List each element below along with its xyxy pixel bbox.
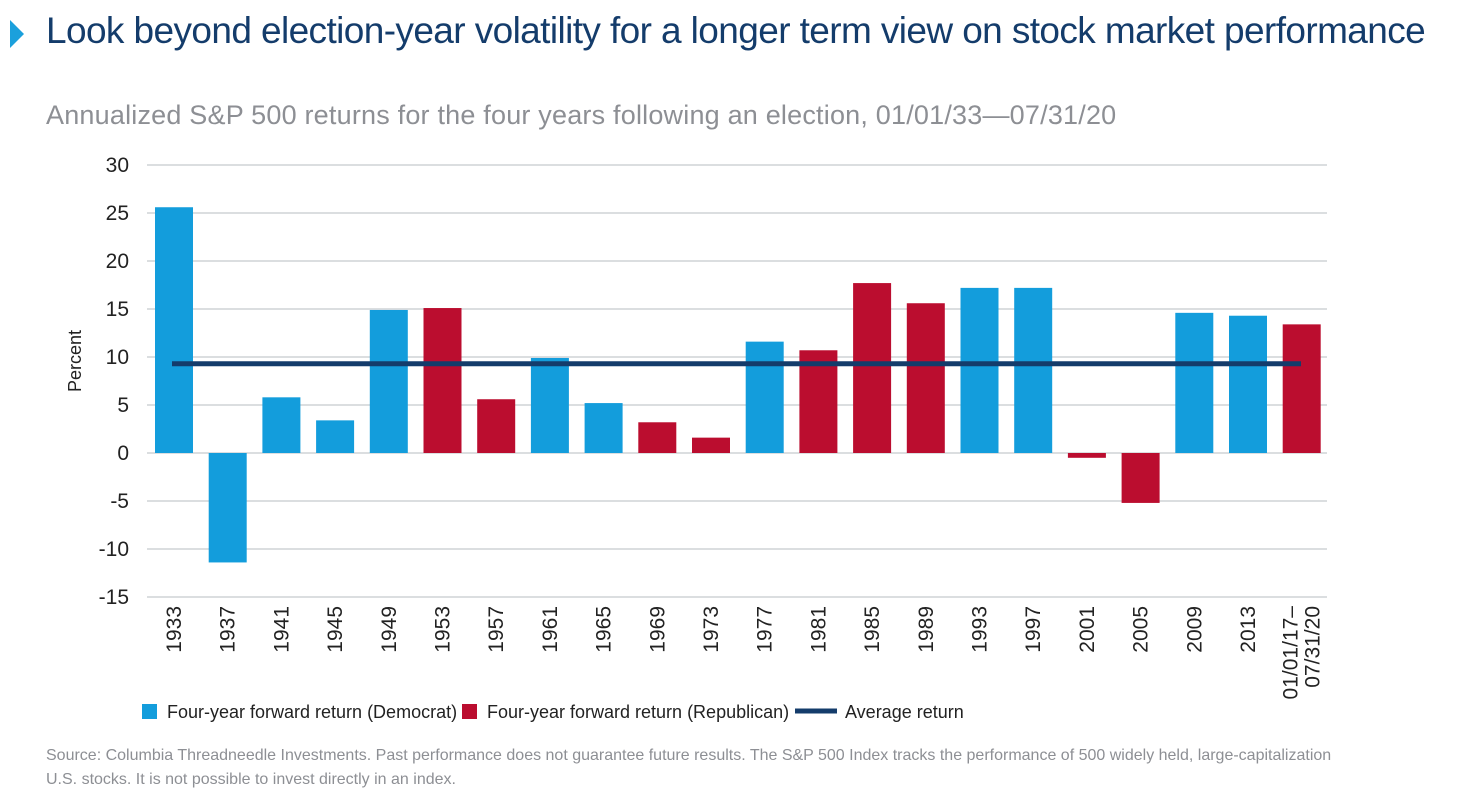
y-tick-label: 25 — [106, 202, 129, 225]
x-tick-label: 2005 — [1130, 606, 1153, 653]
x-tick-labels: 1933 1937 1941 1945 1949 1953 1957 1961 1965 1969… — [163, 606, 1325, 700]
x-tick-label: 1933 — [163, 606, 186, 653]
x-tick-label: 1945 — [324, 606, 347, 653]
x-tick-label-line: 01/01/17– — [1280, 606, 1303, 700]
bar-2005 — [1121, 453, 1160, 503]
x-tick-label: 2013 — [1237, 606, 1260, 653]
bar-01-01-17 — [1282, 324, 1321, 453]
x-tick-label-line: 1961 — [539, 606, 562, 653]
legend-swatch-democrat — [142, 704, 157, 719]
x-tick-label-line: 1953 — [432, 606, 455, 653]
x-tick-label: 1989 — [915, 606, 938, 653]
y-tick-label: -10 — [99, 538, 129, 561]
bar-1977 — [745, 341, 784, 453]
x-tick-label-line: 1997 — [1022, 606, 1045, 653]
source-note: Source: Columbia Threadneedle Investment… — [46, 747, 1332, 788]
bar-chart: 30 25 20 15 10 5 0 -5 -10 -15 1933 1937 1941 1945 194… — [65, 154, 1327, 722]
y-tick-label: 15 — [106, 298, 129, 321]
x-tick-label: 1997 — [1022, 606, 1045, 653]
bar-1981 — [799, 350, 838, 453]
y-tick-labels: 30 25 20 15 10 5 0 -5 -10 -15 — [99, 154, 129, 609]
x-tick-label-line: 1937 — [217, 606, 240, 653]
legend-label-republican: Four-year forward return (Republican) — [487, 702, 789, 722]
x-tick-label-line: 1949 — [378, 606, 401, 653]
y-tick-label: -15 — [99, 586, 129, 609]
x-tick-label-line: 1973 — [700, 606, 723, 653]
bar-1989 — [906, 303, 945, 453]
bar-1957 — [477, 399, 516, 453]
x-tick-label: 1961 — [539, 606, 562, 653]
x-tick-label: 1969 — [646, 606, 669, 653]
bar-2009 — [1175, 312, 1214, 453]
legend: Four-year forward return (Democrat) Four-… — [142, 702, 964, 722]
x-tick-label-line: 2001 — [1076, 606, 1099, 653]
bar-1953 — [423, 308, 462, 453]
x-tick-label-line: 1957 — [485, 606, 508, 653]
x-tick-label: 1993 — [969, 606, 992, 653]
bar-1973 — [692, 437, 730, 453]
bar-1965 — [584, 403, 623, 453]
x-tick-label: 2001 — [1076, 606, 1099, 653]
x-tick-label-line: 2013 — [1237, 606, 1260, 653]
x-tick-label: 1965 — [593, 606, 616, 653]
x-tick-label-line: 1985 — [861, 606, 884, 653]
x-tick-label: 1949 — [378, 606, 401, 653]
bar-2001 — [1067, 453, 1106, 458]
x-tick-label: 1941 — [270, 606, 293, 653]
x-tick-label: 1973 — [700, 606, 723, 653]
x-tick-label: 2009 — [1183, 606, 1206, 653]
bar-1933 — [155, 207, 193, 453]
x-tick-label-line: 1933 — [163, 606, 186, 653]
x-tick-label-line: 1969 — [646, 606, 669, 653]
bar-1945 — [316, 420, 355, 453]
x-tick-label: 1953 — [432, 606, 455, 653]
bar-2013 — [1229, 315, 1267, 453]
legend-label-democrat: Four-year forward return (Democrat) — [167, 702, 457, 722]
bar-1941 — [262, 397, 301, 453]
x-tick-label: 1957 — [485, 606, 508, 653]
chart-title: Look beyond election-year volatility for… — [46, 10, 1426, 51]
x-tick-label: 1985 — [861, 606, 884, 653]
x-tick-label-line: 07/31/20 — [1302, 606, 1325, 688]
gridlines — [147, 164, 1327, 598]
x-tick-label-line: 1945 — [324, 606, 347, 653]
x-tick-label-line: 2005 — [1130, 606, 1153, 653]
y-tick-label: -5 — [110, 490, 129, 513]
x-tick-label: 1937 — [217, 606, 240, 653]
x-tick-label-line: 1941 — [270, 606, 293, 653]
y-tick-label: 0 — [117, 442, 129, 465]
x-tick-label: 01/01/17– 07/31/20 — [1280, 606, 1325, 700]
x-tick-label-line: 2009 — [1183, 606, 1206, 653]
x-tick-label-line: 1965 — [593, 606, 616, 653]
bar-1949 — [369, 309, 408, 453]
legend-swatch-republican — [462, 704, 477, 719]
y-tick-label: 20 — [106, 250, 129, 273]
x-tick-label-line: 1977 — [754, 606, 777, 653]
chart-subtitle: Annualized S&P 500 returns for the four … — [46, 100, 1117, 130]
x-tick-label: 1977 — [754, 606, 777, 653]
y-tick-label: 30 — [106, 154, 129, 177]
legend-label-average: Average return — [845, 702, 964, 722]
y-axis-label: Percent — [65, 330, 85, 392]
x-tick-label-line: 1981 — [807, 606, 830, 653]
bar-1993 — [960, 287, 999, 453]
x-tick-label-line: 1989 — [915, 606, 938, 653]
y-tick-label: 10 — [106, 346, 129, 369]
x-tick-label-line: 1993 — [969, 606, 992, 653]
bar-1969 — [638, 422, 677, 453]
bar-1961 — [530, 357, 569, 453]
y-tick-label: 5 — [117, 394, 129, 417]
bars — [155, 207, 1321, 563]
bar-1997 — [1014, 287, 1053, 453]
x-tick-label: 1981 — [807, 606, 830, 653]
bar-1937 — [208, 453, 247, 563]
bar-1985 — [853, 283, 892, 453]
title-arrow-icon — [10, 20, 24, 48]
